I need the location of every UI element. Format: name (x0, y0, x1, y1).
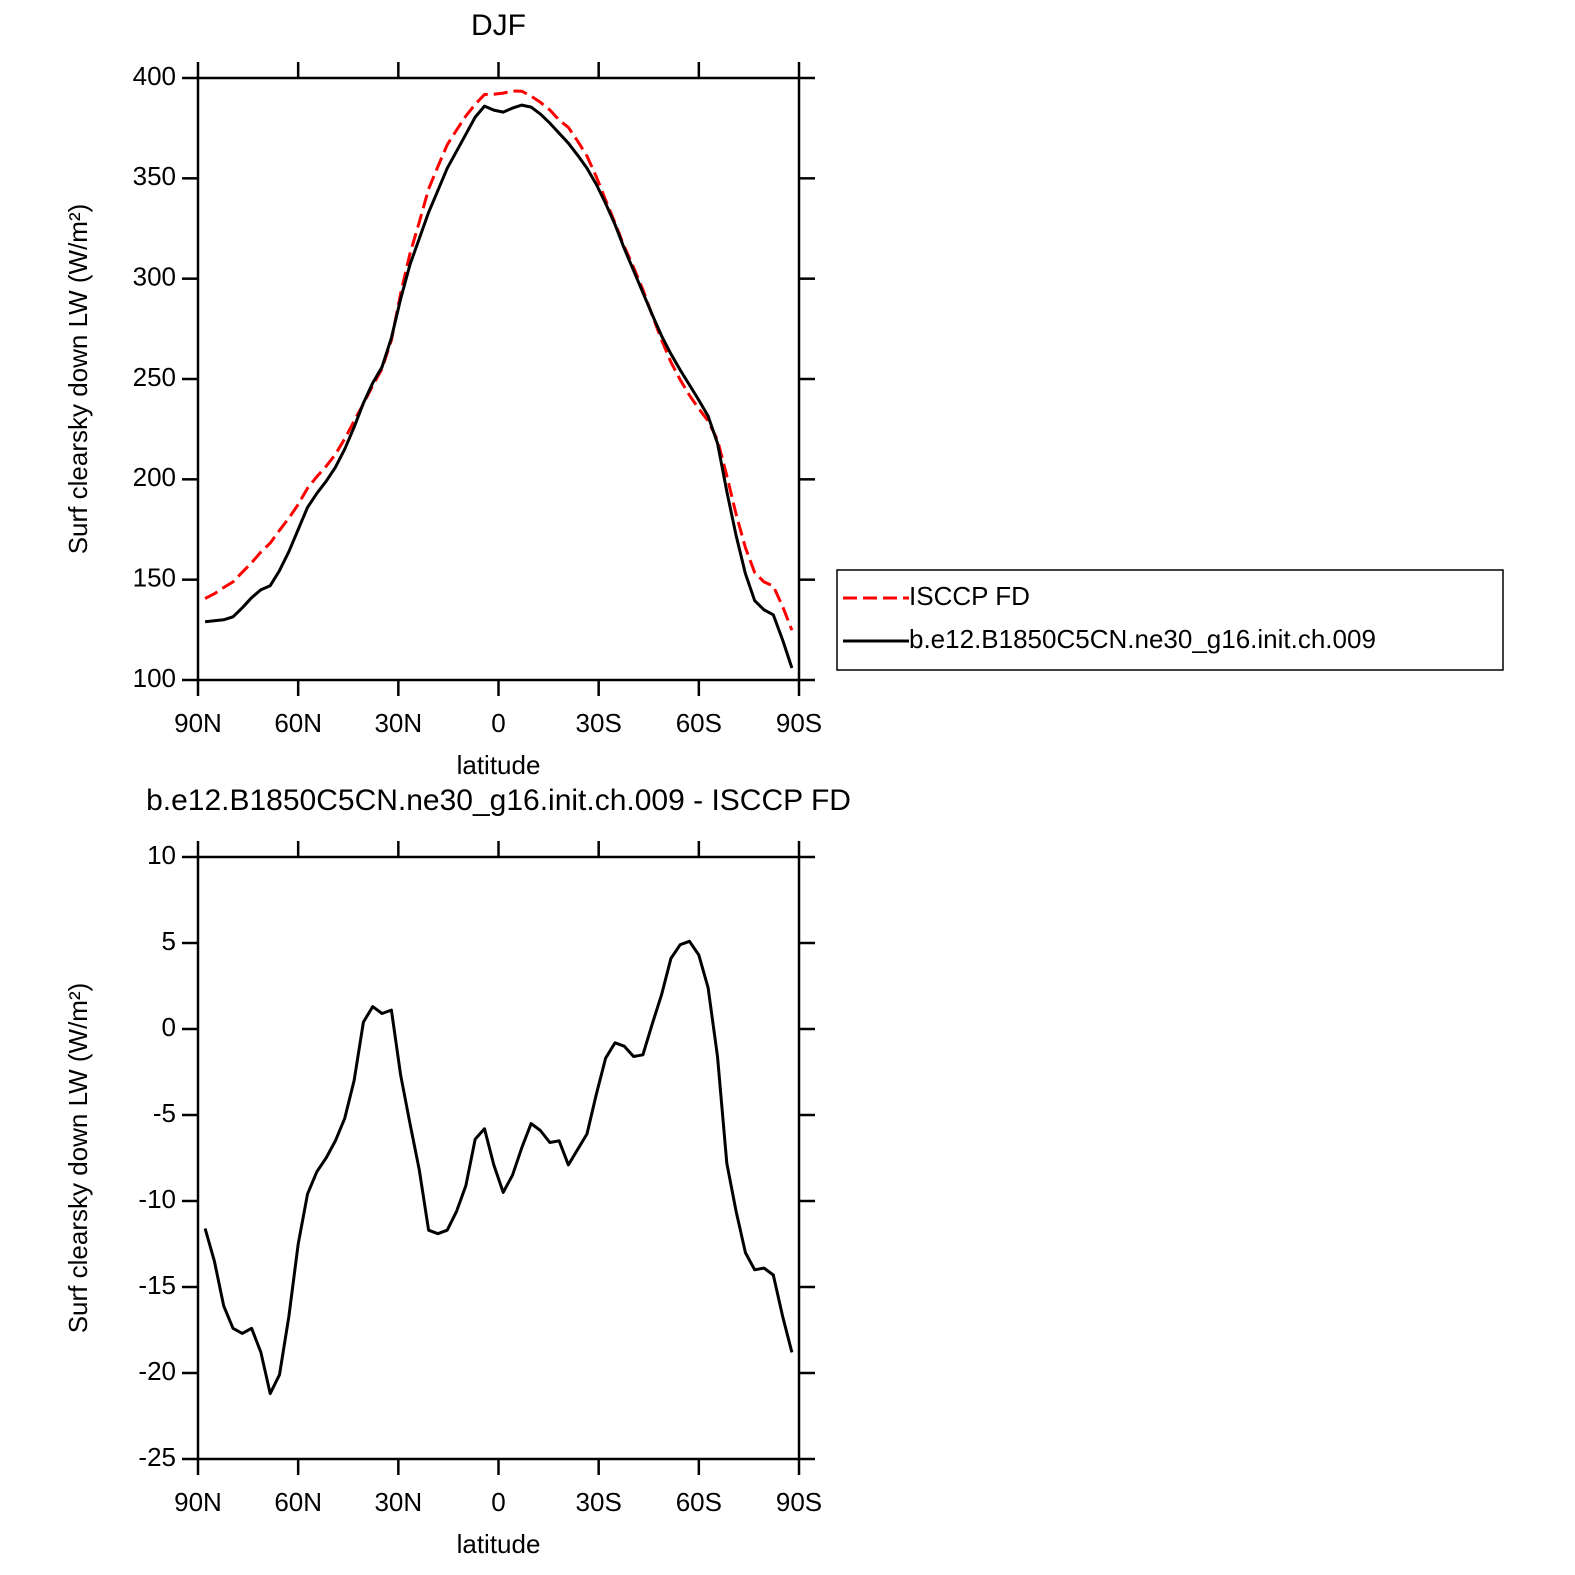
x-tick-label: 30N (374, 708, 422, 738)
y-tick-label: 5 (162, 926, 176, 956)
legend-label: b.e12.B1850C5CN.ne30_g16.init.ch.009 (909, 624, 1376, 654)
x-axis-label: latitude (457, 1529, 541, 1559)
y-tick-label: -20 (138, 1356, 176, 1386)
y-tick-label: 100 (133, 663, 176, 693)
y-tick-label: 400 (133, 61, 176, 91)
x-tick-label: 60S (676, 708, 722, 738)
y-tick-label: 350 (133, 161, 176, 191)
y-tick-label: -25 (138, 1442, 176, 1472)
y-tick-label: 200 (133, 462, 176, 492)
x-tick-label: 90N (174, 708, 222, 738)
x-tick-label: 30S (576, 1487, 622, 1517)
y-tick-label: 300 (133, 262, 176, 292)
legend-label: ISCCP FD (909, 581, 1030, 611)
plot-frame (196, 76, 801, 682)
x-tick-label: 60N (274, 708, 322, 738)
x-tick-label: 0 (491, 1487, 505, 1517)
x-tick-label: 90S (776, 1487, 822, 1517)
y-tick-label: -5 (153, 1098, 176, 1128)
y-axis-label: Surf clearsky down LW (W/m²) (63, 204, 93, 555)
x-tick-label: 60N (274, 1487, 322, 1517)
data-line (204, 89, 794, 631)
y-tick-label: 0 (162, 1012, 176, 1042)
y-axis-label: Surf clearsky down LW (W/m²) (63, 983, 93, 1334)
x-tick-label: 0 (491, 708, 505, 738)
x-tick-label: 30S (576, 708, 622, 738)
x-tick-label: 90S (776, 708, 822, 738)
y-tick-label: -10 (138, 1184, 176, 1214)
y-tick-label: 10 (147, 840, 176, 870)
y-tick-label: -15 (138, 1270, 176, 1300)
y-tick-label: 150 (133, 563, 176, 593)
x-tick-label: 60S (676, 1487, 722, 1517)
data-line (204, 103, 794, 669)
x-axis-label: latitude (457, 750, 541, 780)
chart-title: b.e12.B1850C5CN.ne30_g16.init.ch.009 - I… (146, 784, 851, 817)
x-tick-label: 90N (174, 1487, 222, 1517)
legend-box (836, 569, 1504, 671)
plot-frame (196, 855, 801, 1461)
x-tick-label: 30N (374, 1487, 422, 1517)
data-line (203, 939, 794, 1396)
chart-title: DJF (471, 9, 526, 42)
y-tick-label: 250 (133, 362, 176, 392)
